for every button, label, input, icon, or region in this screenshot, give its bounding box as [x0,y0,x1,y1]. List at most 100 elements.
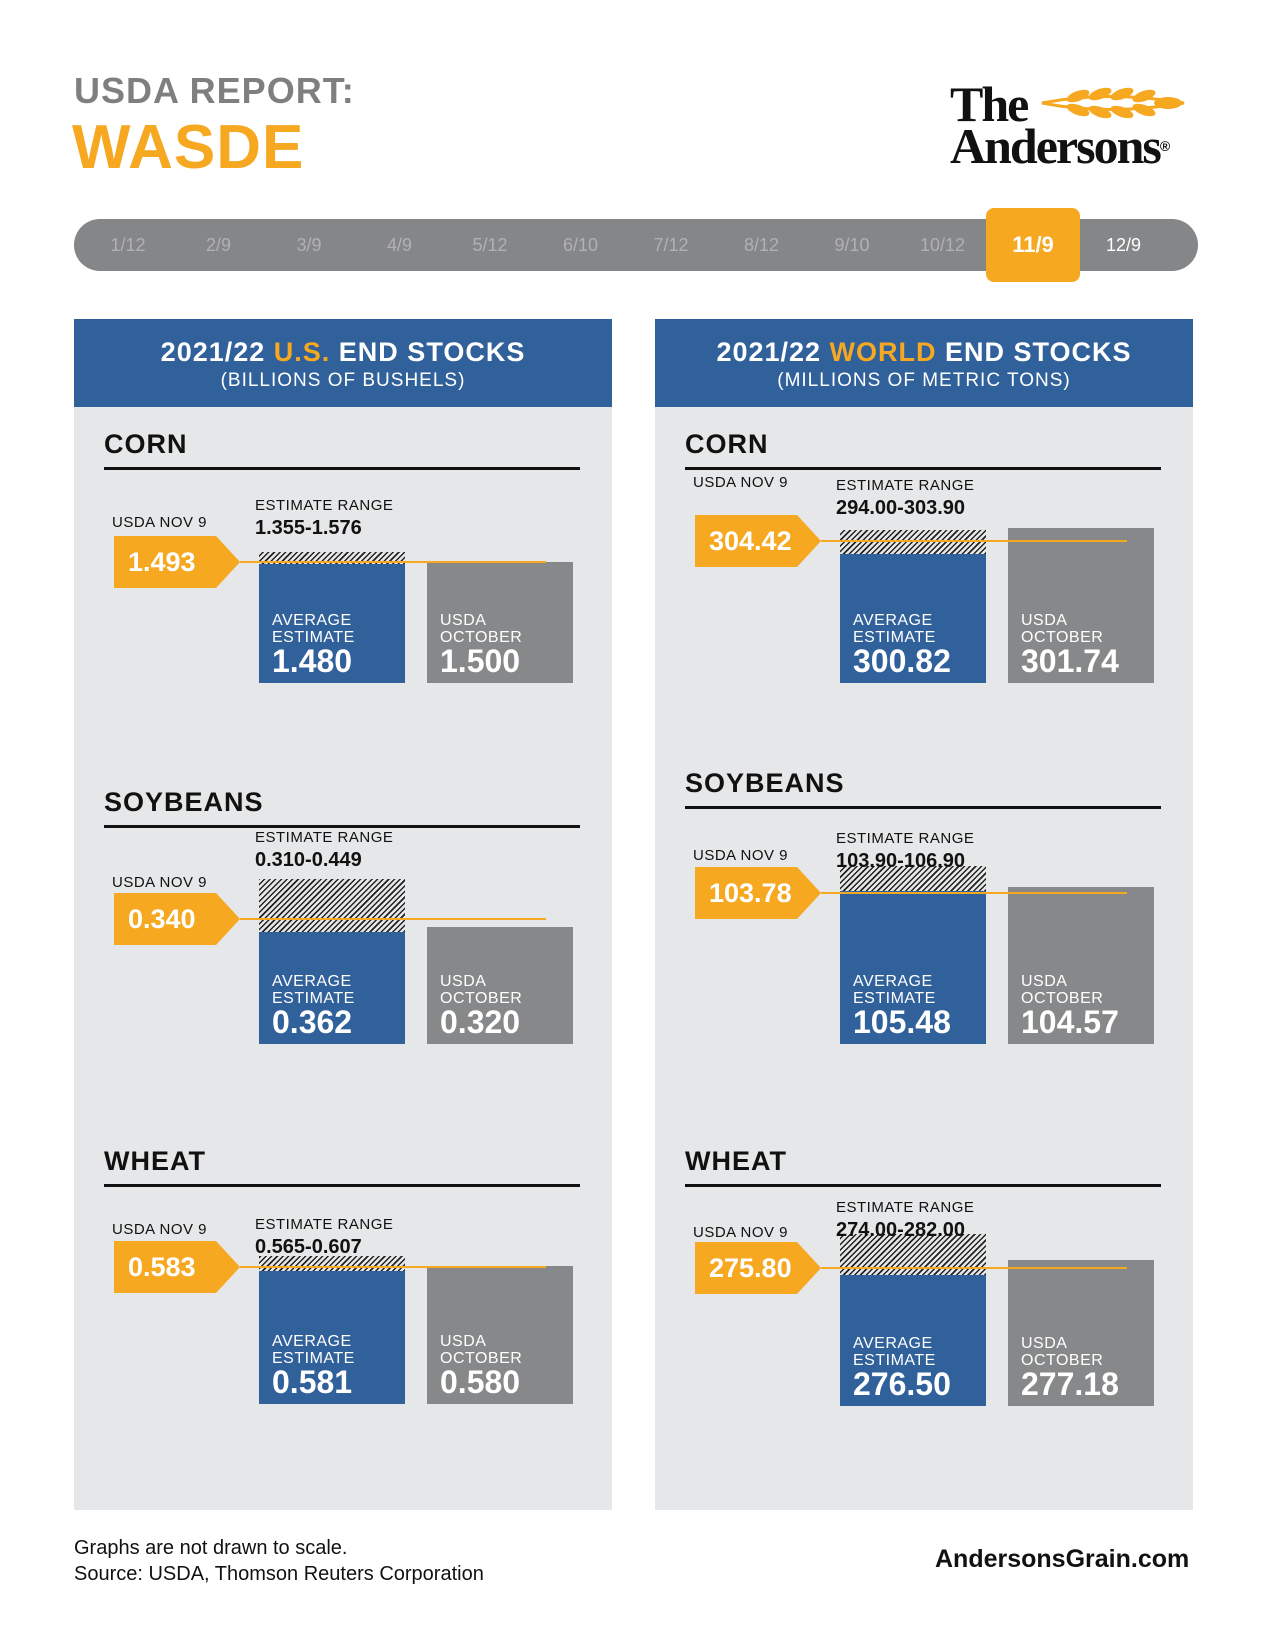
panel-title: 2021/22 WORLD END STOCKS [655,337,1193,368]
panel-title-pre: 2021/22 [716,337,830,367]
estimate-range-value: 103.90-106.90 [836,850,966,872]
commodity-title: SOYBEANS [104,787,264,817]
timeline-date[interactable]: 10/12 [919,235,966,255]
usda-nov-value-tag: 275.80 [695,1242,821,1294]
estimate-range-band [259,879,405,932]
estimate-range-label: ESTIMATE RANGE [836,477,975,494]
timeline-date-active[interactable]: 11/9 [986,208,1080,282]
average-estimate-bar: AVERAGE ESTIMATE 0.581 [259,1271,405,1404]
estimate-range-band [259,552,405,564]
usda-october-value: 104.57 [1021,1004,1119,1040]
estimate-range-label: ESTIMATE RANGE [255,829,394,846]
estimate-range-value: 274.00-282.00 [836,1219,966,1241]
scale-note: Graphs are not drawn to scale. [74,1537,348,1559]
usda-nov-reference-line [240,1266,546,1268]
estimate-range-value: 1.355-1.576 [255,517,362,539]
timeline-date[interactable]: 4/9 [386,235,413,255]
estimate-range-band [840,530,986,554]
bar-label-line2: ESTIMATE [272,629,355,646]
average-estimate-bar: AVERAGE ESTIMATE 276.50 [840,1275,986,1406]
usda-nov-value: 275.80 [709,1253,792,1283]
logo-line1: The [950,76,1029,132]
estimate-range-label: ESTIMATE RANGE [255,497,394,514]
timeline-date[interactable]: 8/12 [743,235,780,255]
timeline-date[interactable]: 5/12 [472,235,508,255]
bar-label-line2: OCTOBER [440,629,523,646]
website-link[interactable]: AndersonsGrain.com [935,1545,1190,1573]
usda-nov-value: 0.583 [128,1252,196,1282]
panel-header: 2021/22 U.S. END STOCKS (BILLIONS OF BUS… [74,319,612,407]
commodity-rule [685,806,1161,809]
commodity-chart-soybeans: SOYBEANS AVERAGE ESTIMATE 105.48 USDA OCTOBER… [655,319,1193,1510]
average-estimate-bar: AVERAGE ESTIMATE 105.48 [840,891,986,1044]
commodity-rule [104,467,580,470]
report-label: USDA REPORT: [74,70,355,111]
bar-label-line1: AVERAGE [272,973,352,990]
bar-label-line2: OCTOBER [1021,990,1104,1007]
bar-label-line1: USDA [440,973,487,990]
timeline-date[interactable]: 12/9 [1105,235,1142,255]
average-estimate-value: 0.362 [272,1004,353,1040]
wheat-icon [1041,87,1185,119]
average-estimate-value: 276.50 [853,1366,951,1402]
logo-name: Andersons [950,118,1162,174]
timeline-date[interactable]: 2/9 [205,235,232,255]
bar-label-line1: AVERAGE [272,612,352,629]
panel-title-post: END STOCKS [936,337,1132,367]
panel-title-highlight: U.S. [273,337,331,367]
commodity-title: SOYBEANS [685,768,845,798]
commodity-rule [104,1184,580,1187]
estimate-range-label: ESTIMATE RANGE [836,830,975,847]
usda-nov-value-tag: 0.340 [114,893,240,945]
bar-label-line2: ESTIMATE [272,990,355,1007]
usda-nov-reference-line [240,561,546,563]
commodity-title: WHEAT [685,1146,787,1176]
timeline-date[interactable]: 9/10 [834,235,870,255]
usda-october-bar: USDA OCTOBER 0.320 [427,927,573,1044]
commodity-chart-wheat: WHEAT AVERAGE ESTIMATE 276.50 USDA OCTOBER 277… [655,319,1193,1510]
usda-nov-value-tag: 0.583 [114,1241,240,1293]
timeline-date[interactable]: 1/12 [110,235,146,255]
source-note: Source: USDA, Thomson Reuters Corporatio… [74,1563,484,1585]
report-date-timeline: 1/12 2/9 3/9 4/9 5/12 6/10 7/12 8/12 9/10 10/12 11… [74,208,1198,282]
timeline-date[interactable]: 3/9 [296,235,322,255]
estimate-range-label: ESTIMATE RANGE [255,1216,394,1233]
estimate-range-value: 0.310-0.449 [255,849,362,871]
usda-october-bar: USDA OCTOBER 1.500 [427,562,573,683]
bar-label-line1: AVERAGE [853,1335,933,1352]
average-estimate-bar: AVERAGE ESTIMATE 1.480 [259,564,405,683]
panel-title-post: END STOCKS [330,337,526,367]
commodity-chart-corn: CORN AVERAGE ESTIMATE 300.82 USDA OCTOBER 301.… [655,319,1193,1510]
usda-nov-reference-line [821,540,1127,542]
panel-title-highlight: WORLD [829,337,937,367]
usda-nov-label: USDA NOV 9 [693,1224,789,1241]
bar-label-line1: AVERAGE [853,612,933,629]
commodity-rule [104,825,580,828]
average-estimate-bar: AVERAGE ESTIMATE 300.82 [840,554,986,683]
usda-nov-reference-line [240,918,546,920]
footnote: Graphs are not drawn to scale. Source: U… [74,1535,484,1587]
bar-label-line1: USDA [440,612,487,629]
panel-subtitle: (BILLIONS OF BUSHELS) [220,370,466,391]
timeline-date[interactable]: 7/12 [653,235,689,255]
usda-october-bar: USDA OCTOBER 0.580 [427,1266,573,1404]
us-end-stocks-panel: 2021/22 U.S. END STOCKS (BILLIONS OF BUS… [74,319,612,1510]
commodity-title: WHEAT [104,1146,206,1176]
registered-mark: ® [1159,138,1170,154]
commodity-rule [685,467,1161,470]
bar-label-line2: ESTIMATE [853,629,936,646]
timeline-date[interactable]: 6/10 [562,235,599,255]
usda-nov-value: 103.78 [709,878,792,908]
average-estimate-bar: AVERAGE ESTIMATE 0.362 [259,932,405,1044]
commodity-title: CORN [104,429,188,459]
usda-nov-reference-line [821,892,1127,894]
commodity-title: CORN [685,429,769,459]
usda-nov-value-tag: 103.78 [695,867,821,919]
usda-nov-value: 304.42 [709,526,792,556]
usda-october-bar: USDA OCTOBER 104.57 [1008,887,1154,1044]
usda-nov-label: USDA NOV 9 [693,474,789,491]
estimate-range-band [840,866,986,891]
bar-label-line1: AVERAGE [272,1333,352,1350]
estimate-range-value: 294.00-303.90 [836,497,966,519]
bar-label-line2: OCTOBER [440,990,523,1007]
